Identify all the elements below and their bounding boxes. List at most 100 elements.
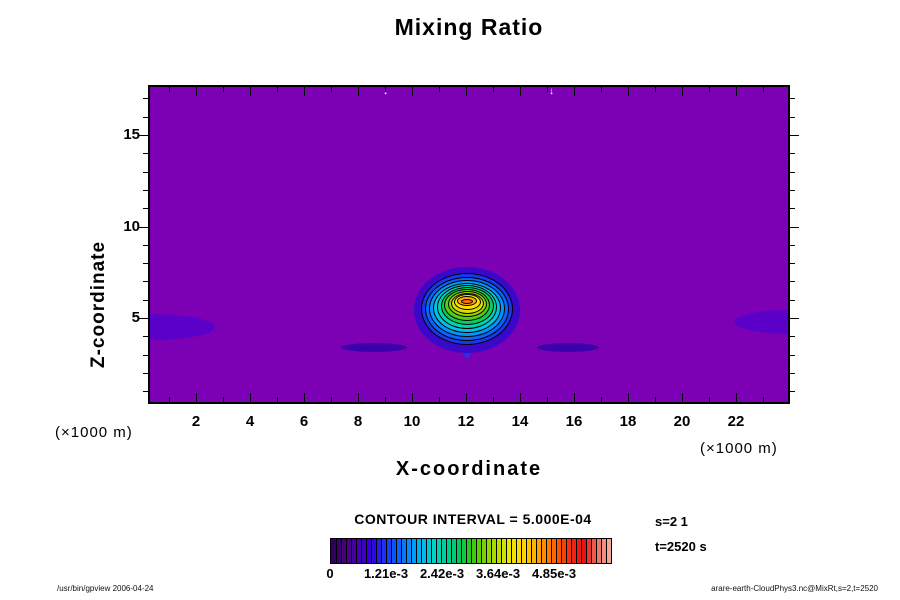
x-tick-label: 8: [353, 413, 363, 430]
colorbar-cell: [491, 539, 496, 563]
y-tick-mark: [790, 171, 795, 173]
colorbar-cell: [576, 539, 581, 563]
y-tick-mark: [139, 135, 148, 136]
y-tick-mark: [790, 318, 799, 319]
y-tick-mark: [139, 226, 148, 228]
x-tick-label: 16: [565, 413, 583, 430]
colorbar-cell: [426, 539, 431, 563]
colorbar-cell: [486, 539, 491, 563]
command-footer: /usr/bin/gpview 2006-04-24: [57, 584, 154, 593]
colorbar-cell: [346, 539, 351, 563]
colorbar-cell: [456, 539, 461, 563]
plume-contour-ring: [461, 298, 473, 304]
colorbar-tick-label: 0: [326, 566, 334, 581]
x-axis-label: X-coordinate: [395, 458, 543, 480]
colorbar-tick-label: 3.64e-3: [475, 566, 521, 581]
colorbar-cell: [331, 539, 336, 563]
x-tick-label: 10: [403, 413, 421, 430]
y-tick-mark: [790, 244, 795, 246]
colorbar-cell: [546, 539, 551, 563]
x-tick-label: 12: [457, 413, 475, 430]
colorbar-cell: [536, 539, 541, 563]
y-tick-mark: [790, 281, 795, 283]
x-tick-label: 2: [191, 413, 201, 430]
colorbar-cell: [351, 539, 356, 563]
colorbar-cell: [586, 539, 591, 563]
y-tick-label: 15: [123, 126, 140, 143]
colorbar-cell: [361, 539, 366, 563]
colorbar-cell: [561, 539, 566, 563]
colorbar-cell: [356, 539, 361, 563]
x-tick-label: 22: [727, 413, 745, 430]
colorbar-cell: [526, 539, 531, 563]
y-tick-mark: [790, 135, 799, 136]
colorbar-cell: [396, 539, 401, 563]
y-tick-mark: [790, 189, 795, 191]
dataset-footer: arare-earth-CloudPhys3.nc@MixRt,s=2,t=25…: [711, 584, 878, 593]
slice-annotation: s=2 1: [655, 514, 688, 529]
y-tick-mark: [790, 208, 795, 210]
x-tick-label: 18: [619, 413, 637, 430]
colorbar-cell: [416, 539, 421, 563]
colorbar-cell: [476, 539, 481, 563]
plot-canvas: ↓ ↓: [148, 85, 790, 404]
colorbar-cell: [511, 539, 516, 563]
x-axis-unit: (×1000 m): [700, 440, 778, 457]
y-tick-mark: [790, 226, 799, 228]
y-tick-mark: [790, 263, 795, 265]
colorbar-cell: [481, 539, 486, 563]
colorbar-cell: [401, 539, 406, 563]
y-tick-mark: [790, 372, 795, 374]
colorbar-cell: [601, 539, 606, 563]
colorbar-cell: [376, 539, 381, 563]
vector-glyph: ↓: [549, 86, 554, 97]
colorbar-cell: [521, 539, 526, 563]
y-tick-mark: [790, 116, 795, 118]
vector-glyph: ↓: [383, 86, 388, 97]
colorbar-cell: [446, 539, 451, 563]
colorbar-cell: [381, 539, 386, 563]
colorbar-cell: [336, 539, 341, 563]
colorbar-cell: [436, 539, 441, 563]
contour-plot: ↓ ↓: [139, 85, 799, 404]
y-tick-mark: [790, 336, 795, 338]
y-tick-mark: [790, 391, 795, 393]
y-tick-mark: [790, 98, 795, 100]
thin-streak-left: [341, 342, 407, 352]
colorbar-tick-label: 4.85e-3: [531, 566, 577, 581]
colorbar-cell: [391, 539, 396, 563]
colorbar-cell: [466, 539, 471, 563]
colorbar-cell: [496, 539, 501, 563]
x-tick-label: 4: [245, 413, 255, 430]
colorbar-cell: [501, 539, 506, 563]
colorbar-cell: [551, 539, 556, 563]
y-tick-mark: [139, 318, 148, 319]
colorbar-cell: [461, 539, 466, 563]
colorbar-cell: [566, 539, 571, 563]
colorbar: [330, 538, 612, 564]
y-tick-label: 5: [131, 309, 140, 326]
colorbar-cell: [571, 539, 576, 563]
y-tick-mark: [790, 299, 795, 301]
colorbar-cell: [421, 539, 426, 563]
y-tick-label: 10: [123, 217, 140, 235]
time-annotation: t=2520 s: [655, 539, 707, 554]
y-tick-mark: [790, 153, 795, 155]
colorbar-cell: [386, 539, 391, 563]
thin-streak-right: [537, 342, 599, 352]
right-edge-layer: [734, 310, 788, 334]
x-tick-label: 6: [299, 413, 309, 430]
y-axis-unit: (×1000 m): [55, 424, 133, 441]
colorbar-cell: [471, 539, 476, 563]
left-edge-layer: [150, 314, 215, 340]
x-tick-label: 20: [673, 413, 691, 430]
colorbar-cell: [451, 539, 456, 563]
colorbar-cell: [341, 539, 346, 563]
x-tick-label: 14: [511, 413, 529, 430]
colorbar-cell: [411, 539, 416, 563]
contour-interval-label: CONTOUR INTERVAL = 5.000E-04: [354, 511, 592, 527]
colorbar-cell: [406, 539, 411, 563]
colorbar-cell: [556, 539, 561, 563]
colorbar-cell: [506, 539, 511, 563]
